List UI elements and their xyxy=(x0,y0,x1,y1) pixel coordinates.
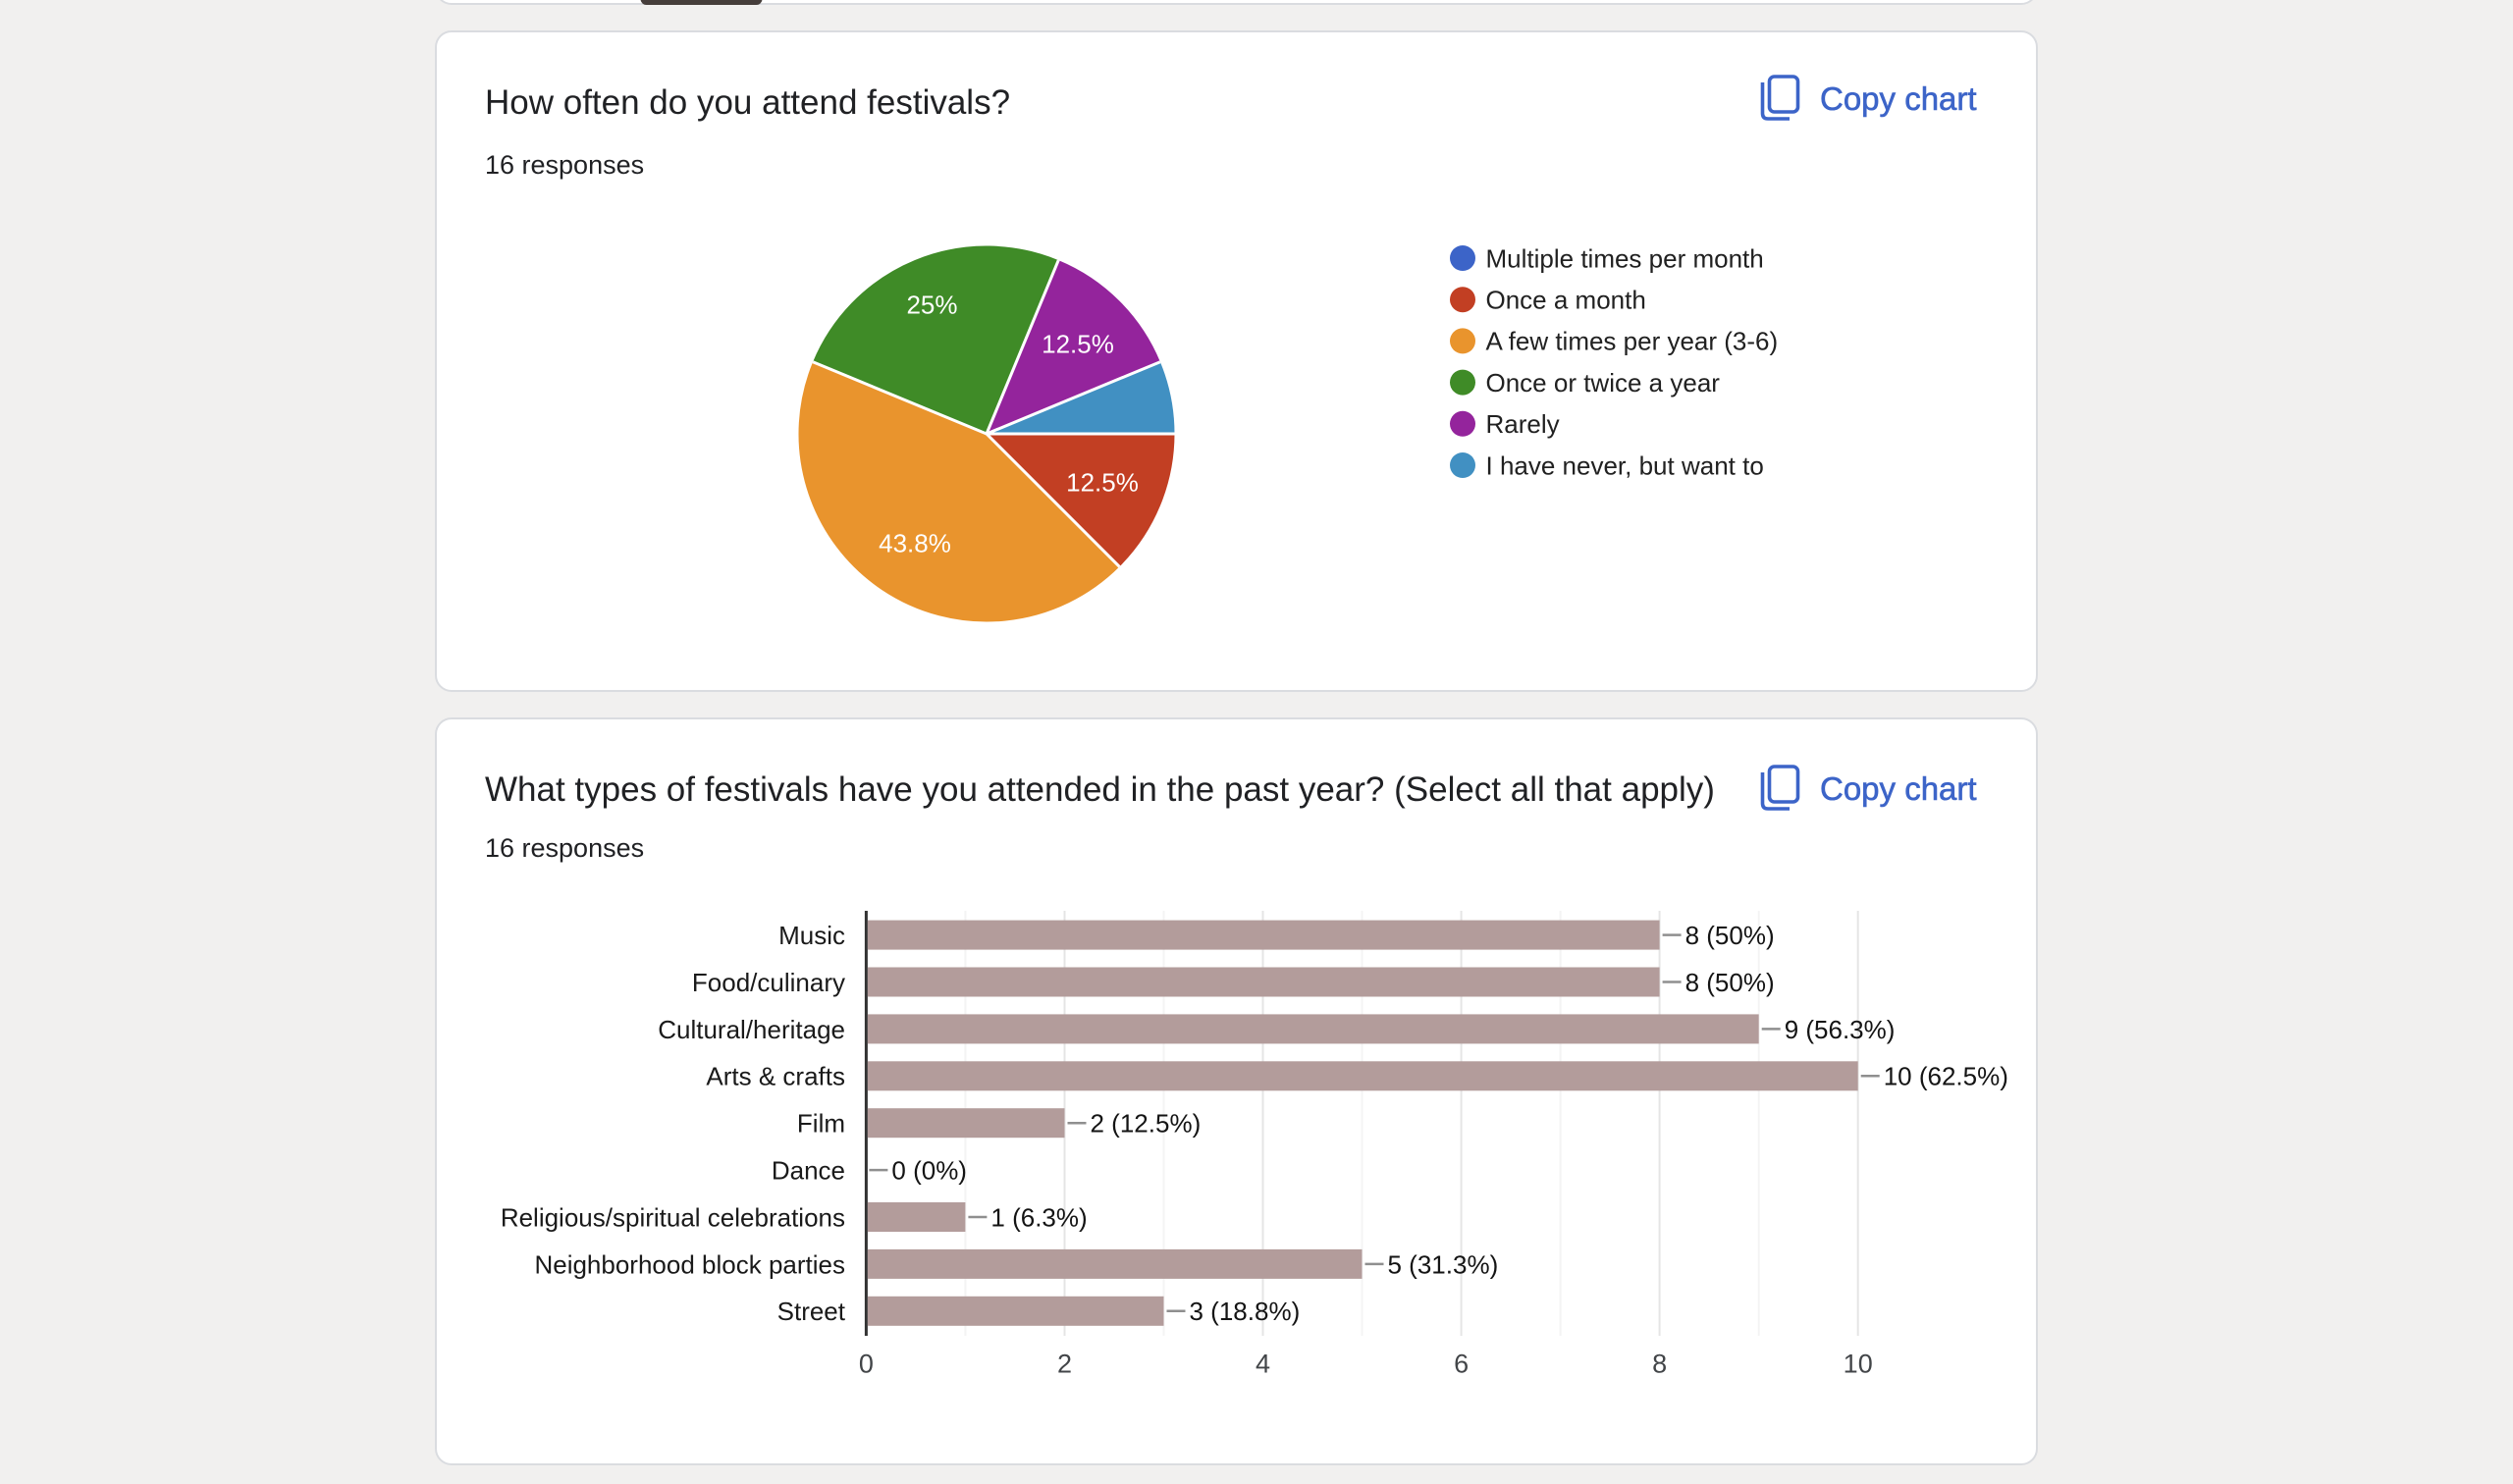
svg-text:3 (18.8%): 3 (18.8%) xyxy=(1190,1297,1301,1326)
svg-text:Multiple times per month: Multiple times per month xyxy=(1486,243,1764,273)
svg-text:6: 6 xyxy=(1454,1350,1469,1379)
svg-text:12.5%: 12.5% xyxy=(1066,467,1139,497)
svg-text:16 responses: 16 responses xyxy=(485,833,644,863)
svg-text:10: 10 xyxy=(1844,1350,1873,1379)
svg-text:16 responses: 16 responses xyxy=(485,150,644,180)
svg-text:Religious/spiritual celebratio: Religious/spiritual celebrations xyxy=(501,1202,845,1232)
svg-text:Rarely: Rarely xyxy=(1486,409,1560,439)
svg-text:A few times per year (3-6): A few times per year (3-6) xyxy=(1486,327,1779,356)
svg-text:Neighborhood block parties: Neighborhood block parties xyxy=(534,1249,845,1279)
svg-text:Once or twice a year: Once or twice a year xyxy=(1486,368,1721,398)
svg-text:4: 4 xyxy=(1256,1350,1270,1379)
svg-text:Food/culinary: Food/culinary xyxy=(692,968,845,997)
svg-text:What types of festivals have y: What types of festivals have you attende… xyxy=(485,770,1715,809)
svg-text:Once a month: Once a month xyxy=(1486,286,1646,315)
svg-text:9 (56.3%): 9 (56.3%) xyxy=(1785,1015,1896,1044)
svg-text:2 (12.5%): 2 (12.5%) xyxy=(1091,1109,1202,1139)
svg-text:12.5%: 12.5% xyxy=(1042,329,1114,358)
svg-text:Film: Film xyxy=(797,1109,845,1139)
svg-text:I have never, but want to: I have never, but want to xyxy=(1486,450,1764,480)
svg-text:Arts & crafts: Arts & crafts xyxy=(706,1062,845,1091)
svg-text:5 (31.3%): 5 (31.3%) xyxy=(1388,1249,1499,1279)
svg-text:Copy chart: Copy chart xyxy=(1820,770,1977,807)
svg-text:10 (62.5%): 10 (62.5%) xyxy=(1884,1062,2008,1091)
svg-text:Street: Street xyxy=(777,1297,846,1326)
svg-text:8 (50%): 8 (50%) xyxy=(1685,921,1775,950)
svg-text:Cultural/heritage: Cultural/heritage xyxy=(658,1015,845,1044)
svg-text:2: 2 xyxy=(1057,1350,1072,1379)
svg-text:Music: Music xyxy=(778,921,845,950)
svg-text:0 (0%): 0 (0%) xyxy=(891,1156,967,1186)
svg-text:Dance: Dance xyxy=(772,1156,845,1186)
svg-text:0: 0 xyxy=(859,1350,874,1379)
svg-text:43.8%: 43.8% xyxy=(879,528,951,557)
svg-text:How often do you attend festiv: How often do you attend festivals? xyxy=(485,83,1010,122)
svg-text:Copy chart: Copy chart xyxy=(1820,80,1977,117)
svg-text:1 (6.3%): 1 (6.3%) xyxy=(990,1202,1087,1232)
svg-text:8: 8 xyxy=(1652,1350,1667,1379)
svg-text:8 (50%): 8 (50%) xyxy=(1685,968,1775,997)
svg-text:25%: 25% xyxy=(906,290,957,319)
